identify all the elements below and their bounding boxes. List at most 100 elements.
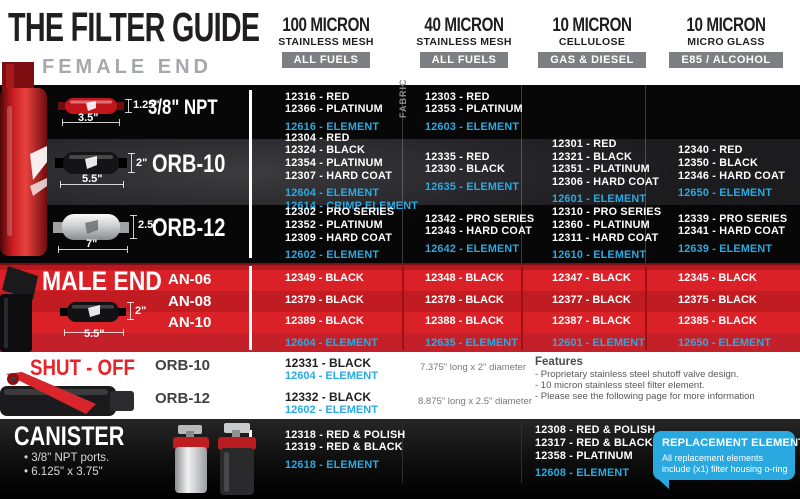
canister-cellulose-parts: 12308 - RED & POLISH 12317 - RED & BLACK… (535, 424, 656, 480)
column-divider (645, 85, 646, 263)
male-an10-40micron: 12388 - BLACK (425, 315, 504, 327)
column-divider (521, 266, 523, 350)
canister-filters-image (173, 423, 256, 495)
canister-title: CANISTER (14, 421, 125, 451)
row-label-orb12: ORB-12 (152, 214, 226, 242)
column-divider (645, 266, 647, 350)
male-label-an08: AN-08 (168, 292, 212, 310)
column-divider (521, 423, 522, 483)
male-an06-microglass: 12345 - BLACK (678, 272, 757, 284)
dimension-height: 2" (136, 157, 148, 169)
male-an10-microglass: 12385 - BLACK (678, 315, 757, 327)
female-orb10-40micron-parts: 12335 - RED 12330 - BLACK 12635 - ELEMEN… (425, 150, 520, 193)
male-end-section (0, 263, 800, 354)
label-column-divider (249, 266, 252, 350)
dimension-height: 2" (135, 305, 147, 317)
shutoff-label-orb10: ORB-10 (155, 357, 211, 374)
shutoff-orb10-part: 12331 - BLACK (285, 356, 372, 370)
female-orb10-cellulose-parts: 12301 - RED 12321 - BLACK 12351 - PLATIN… (552, 138, 659, 206)
canister-bullet: • 6.125" x 3.75" (24, 466, 103, 478)
canister-bullet: • 3/8" NPT ports. (24, 452, 110, 464)
row-label-npt: 3/8" NPT (148, 96, 218, 119)
male-an10-100micron: 12389 - BLACK (285, 315, 364, 327)
measure-line (64, 329, 124, 336)
replacement-elements-callout: REPLACEMENT ELEMENTS All replacement ele… (653, 431, 800, 489)
label-column-divider (249, 90, 252, 258)
male-end-title: MALE END (42, 266, 162, 296)
column-header-100-micron: 100 MICRON STAINLESS MESH ALL FUELS (278, 15, 374, 68)
shutoff-orb10-dimensions: 7.375" long x 2" diameter (420, 362, 527, 373)
measure-line (60, 181, 124, 188)
callout-title: REPLACEMENT ELEMENTS (662, 437, 800, 449)
column-divider (402, 266, 404, 350)
male-an08-100micron: 12379 - BLACK (285, 293, 364, 306)
canister-100micron-parts: 12318 - RED & POLISH 12319 - RED & BLACK… (285, 428, 406, 471)
column-header-10-micron-micro-glass: 10 MICRON MICRO GLASS E85 / ALCOHOL (651, 16, 800, 68)
callout-line: include (x1) filter housing o-ring (662, 464, 788, 474)
male-label-an10: AN-10 (168, 314, 212, 331)
header: THE FILTER GUIDE FEMALE END 100 MICRON S… (0, 0, 800, 85)
dimension-length: 5.5" (84, 328, 105, 340)
black-inline-filter-image (55, 152, 127, 174)
shutoff-label-orb12: ORB-12 (155, 390, 211, 407)
dimension-height: 1.25" (133, 99, 160, 111)
female-orb10-microglass-parts: 12340 - RED 12350 - BLACK 12346 - HARD C… (678, 144, 785, 200)
female-orb12-40micron-parts: 12342 - PRO SERIES 12343 - HARD COAT 126… (425, 212, 535, 255)
measure-line (58, 246, 128, 253)
shutoff-valve-image (0, 372, 134, 416)
measure-line (127, 302, 134, 320)
male-element-cellulose: 12601 - ELEMENT (552, 336, 645, 349)
column-divider (402, 85, 403, 263)
shutoff-title: SHUT - OFF (30, 355, 135, 380)
dimension-length: 3.5" (78, 112, 99, 124)
column-header-40-micron: 40 MICRON STAINLESS MESH ALL FUELS (416, 15, 512, 68)
an-fitting-product-image (0, 266, 38, 352)
female-end-section-label: FEMALE END (42, 56, 212, 78)
male-stripe-an10 (0, 312, 800, 333)
dimension-length: 5.5" (82, 173, 103, 185)
female-orb12-cellulose-parts: 12310 - PRO SERIES 12360 - PLATINUM 1231… (552, 206, 662, 262)
male-stripe-an06 (0, 270, 800, 291)
measure-line (125, 99, 132, 113)
male-an06-40micron: 12348 - BLACK (425, 272, 504, 284)
measure-line (62, 119, 120, 126)
female-orb12-microglass-parts: 12339 - PRO SERIES 12341 - HARD COAT 126… (678, 212, 788, 255)
male-stripe-elements (0, 333, 800, 354)
fabric-note: FABRIC (398, 78, 408, 119)
platinum-inline-filter-image (53, 214, 129, 240)
dimension-height: 2.5" (138, 219, 159, 231)
shutoff-orb12-element: 12602 - ELEMENT (285, 404, 378, 416)
feature-line: - 10 micron stainless steel filter eleme… (535, 380, 705, 391)
female-npt-40micron-parts: 12303 - RED 12353 - PLATINUM 12603 - ELE… (425, 90, 523, 133)
male-stripe-an08 (0, 291, 800, 312)
male-element-microglass: 12650 - ELEMENT (678, 336, 771, 349)
male-an08-microglass: 12375 - BLACK (678, 293, 757, 306)
shutoff-orb12-part: 12332 - BLACK (285, 390, 372, 404)
male-an08-cellulose: 12377 - BLACK (552, 293, 631, 306)
callout-tail (655, 476, 669, 489)
male-an06-cellulose: 12347 - BLACK (552, 272, 631, 284)
fuel-badge: E85 / ALCOHOL (669, 52, 783, 68)
feature-line: - Proprietary stainless steel shutoff va… (535, 369, 739, 380)
male-label-an06: AN-06 (168, 271, 212, 288)
measure-line (130, 215, 137, 239)
male-black-filter-image (60, 302, 126, 322)
male-element-100micron: 12604 - ELEMENT (285, 336, 378, 349)
fuel-badge: ALL FUELS (419, 52, 509, 68)
column-divider (402, 423, 403, 483)
male-an06-100micron: 12349 - BLACK (285, 272, 364, 284)
page-title: THE FILTER GUIDE (8, 4, 260, 50)
male-an08-40micron: 12378 - BLACK (425, 293, 504, 306)
red-filter-product-image (0, 62, 47, 256)
fuel-badge: ALL FUELS (281, 52, 371, 68)
column-divider (521, 85, 522, 263)
female-npt-100micron-parts: 12316 - RED 12366 - PLATINUM 12616 - ELE… (285, 90, 383, 133)
measure-line (128, 153, 135, 173)
feature-line: - Please see the following page for more… (535, 391, 755, 402)
female-orb10-100micron-parts: 12304 - RED 12324 - BLACK 12354 - PLATIN… (285, 131, 418, 212)
row-label-orb10: ORB-10 (152, 150, 226, 178)
callout-line: All replacement elements (662, 453, 764, 463)
male-an10-cellulose: 12387 - BLACK (552, 315, 631, 327)
shutoff-orb12-dimensions: 8.875" long x 2.5" diameter (418, 396, 532, 407)
female-orb12-100micron-parts: 12302 - PRO SERIES 12352 - PLATINUM 1230… (285, 206, 395, 262)
